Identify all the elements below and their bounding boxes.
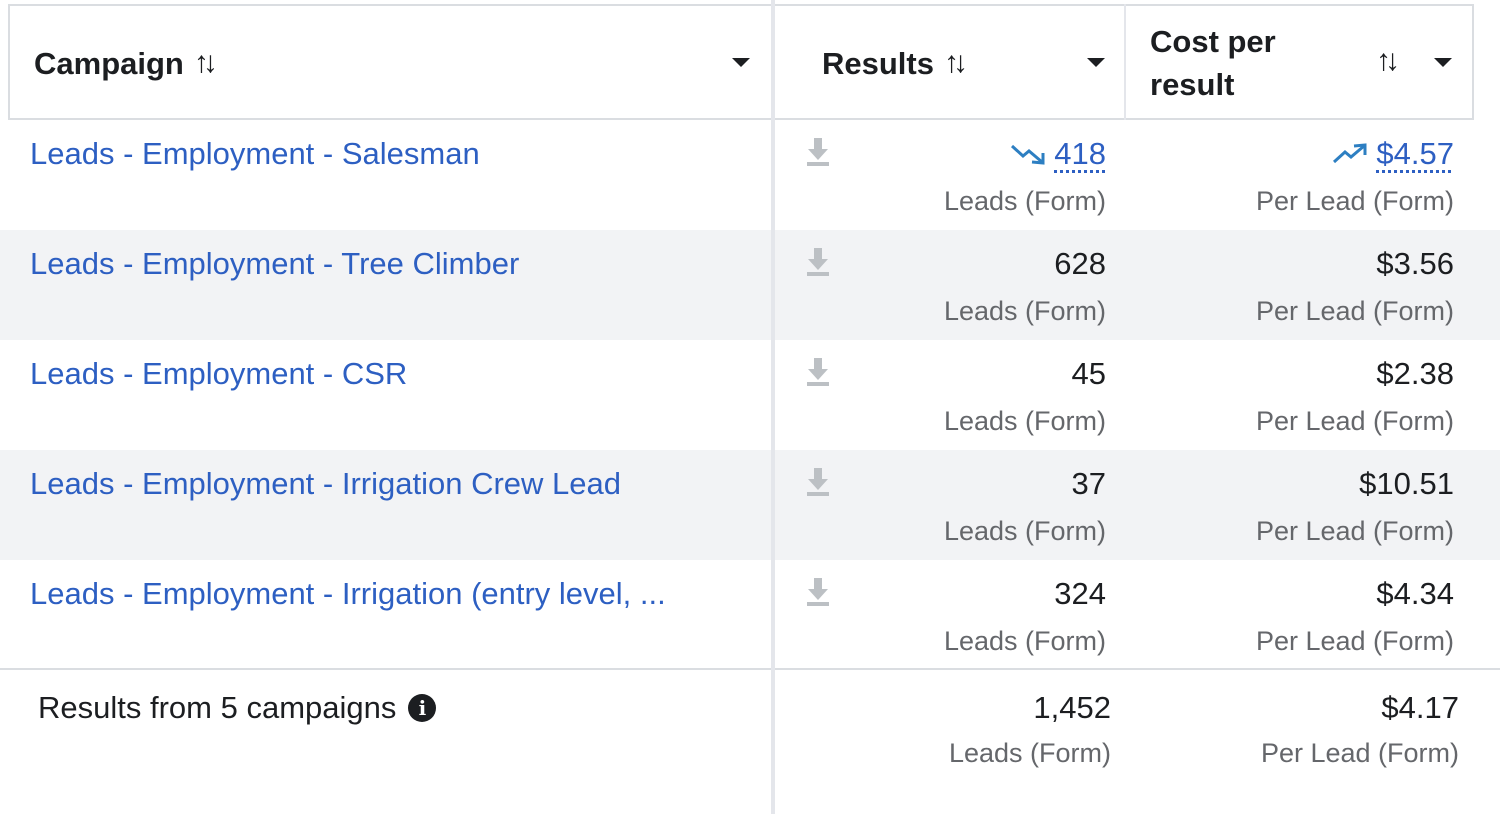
- table-row[interactable]: Leads - Employment - Salesman 418 Leads (F…: [0, 120, 1500, 230]
- cost-column-dropdown-icon[interactable]: [1434, 58, 1452, 67]
- sort-icon[interactable]: ↑↓: [943, 46, 968, 79]
- cost-per-result-value: $3.56: [1376, 246, 1454, 281]
- total-results-type: Leads (Form): [948, 738, 1111, 768]
- cost-number[interactable]: $4.57: [1376, 136, 1454, 171]
- cost-type: Per Lead (Form): [1255, 296, 1454, 326]
- summary-text: Results from 5 campaigns i: [38, 690, 437, 726]
- campaign-column-dropdown-icon[interactable]: [732, 58, 750, 67]
- table-row[interactable]: Leads - Employment - Tree Climber 628 Lead…: [0, 230, 1500, 340]
- results-column-dropdown-icon[interactable]: [1087, 58, 1105, 67]
- campaign-name-link[interactable]: Leads - Employment - Tree Climber: [30, 246, 520, 281]
- campaign-name-link[interactable]: Leads - Employment - CSR: [30, 356, 408, 391]
- download-icon[interactable]: [805, 138, 831, 168]
- table-row[interactable]: Leads - Employment - Irrigation (entry l…: [0, 560, 1500, 670]
- column-header-results[interactable]: Results ↑↓: [822, 6, 968, 120]
- cost-header-label: Cost per result: [1150, 20, 1276, 106]
- results-type: Leads (Form): [943, 516, 1106, 546]
- campaign-name-link[interactable]: Leads - Employment - Irrigation (entry l…: [30, 576, 666, 611]
- results-type: Leads (Form): [943, 296, 1106, 326]
- results-type: Leads (Form): [943, 186, 1106, 216]
- cost-type: Per Lead (Form): [1255, 626, 1454, 656]
- results-type: Leads (Form): [943, 626, 1106, 656]
- download-icon[interactable]: [805, 468, 831, 498]
- results-value: 628: [1054, 246, 1106, 281]
- download-icon[interactable]: [805, 578, 831, 608]
- results-value: 37: [1071, 466, 1106, 501]
- trend-down-icon: [1010, 138, 1046, 174]
- info-icon[interactable]: i: [408, 694, 437, 722]
- cost-type: Per Lead (Form): [1255, 186, 1454, 216]
- trend-up-icon: [1332, 138, 1368, 174]
- download-icon[interactable]: [805, 358, 831, 388]
- cost-header-line2: result: [1150, 67, 1235, 102]
- campaign-header-label: Campaign: [34, 45, 184, 81]
- campaign-name-link[interactable]: Leads - Employment - Salesman: [30, 136, 480, 171]
- table-row[interactable]: Leads - Employment - CSR 45 Leads (Form) $2…: [0, 340, 1500, 450]
- results-type: Leads (Form): [943, 406, 1106, 436]
- download-icon[interactable]: [805, 248, 831, 278]
- results-header-label: Results: [822, 45, 934, 81]
- cost-type: Per Lead (Form): [1255, 406, 1454, 436]
- results-value[interactable]: 418: [1010, 136, 1106, 174]
- column-header-campaign[interactable]: Campaign ↑↓: [34, 6, 218, 120]
- results-value: 45: [1071, 356, 1106, 391]
- cost-per-result-value: $4.34: [1376, 576, 1454, 611]
- campaign-name-link[interactable]: Leads - Employment - Irrigation Crew Lea…: [30, 466, 621, 501]
- results-number[interactable]: 418: [1054, 136, 1106, 171]
- total-results: 1,452: [1033, 690, 1111, 725]
- total-cost-per-result: $4.17: [1381, 690, 1459, 725]
- total-cost-type: Per Lead (Form): [1260, 738, 1459, 768]
- cost-per-result-value: $10.51: [1359, 466, 1454, 501]
- cost-header-line1: Cost per: [1150, 24, 1276, 59]
- table-row[interactable]: Leads - Employment - Irrigation Crew Lea…: [0, 450, 1500, 560]
- cost-per-result-value[interactable]: $4.57: [1332, 136, 1454, 174]
- sort-icon[interactable]: ↑↓: [193, 46, 218, 79]
- table-footer: Results from 5 campaigns i 1,452 Leads (…: [0, 670, 1500, 814]
- results-value: 324: [1054, 576, 1106, 611]
- cost-per-result-value: $2.38: [1376, 356, 1454, 391]
- sort-icon[interactable]: ↑↓: [1376, 44, 1400, 77]
- cost-type: Per Lead (Form): [1255, 516, 1454, 546]
- summary-label: Results from 5 campaigns: [38, 690, 397, 725]
- column-divider: [1124, 4, 1126, 120]
- column-header-cost-per-result[interactable]: Cost per result: [1150, 6, 1276, 120]
- footer-divider: [0, 668, 1500, 670]
- column-divider: [771, 0, 775, 814]
- table-header: Campaign ↑↓ Results ↑↓ Cost per result ↑…: [8, 4, 1474, 120]
